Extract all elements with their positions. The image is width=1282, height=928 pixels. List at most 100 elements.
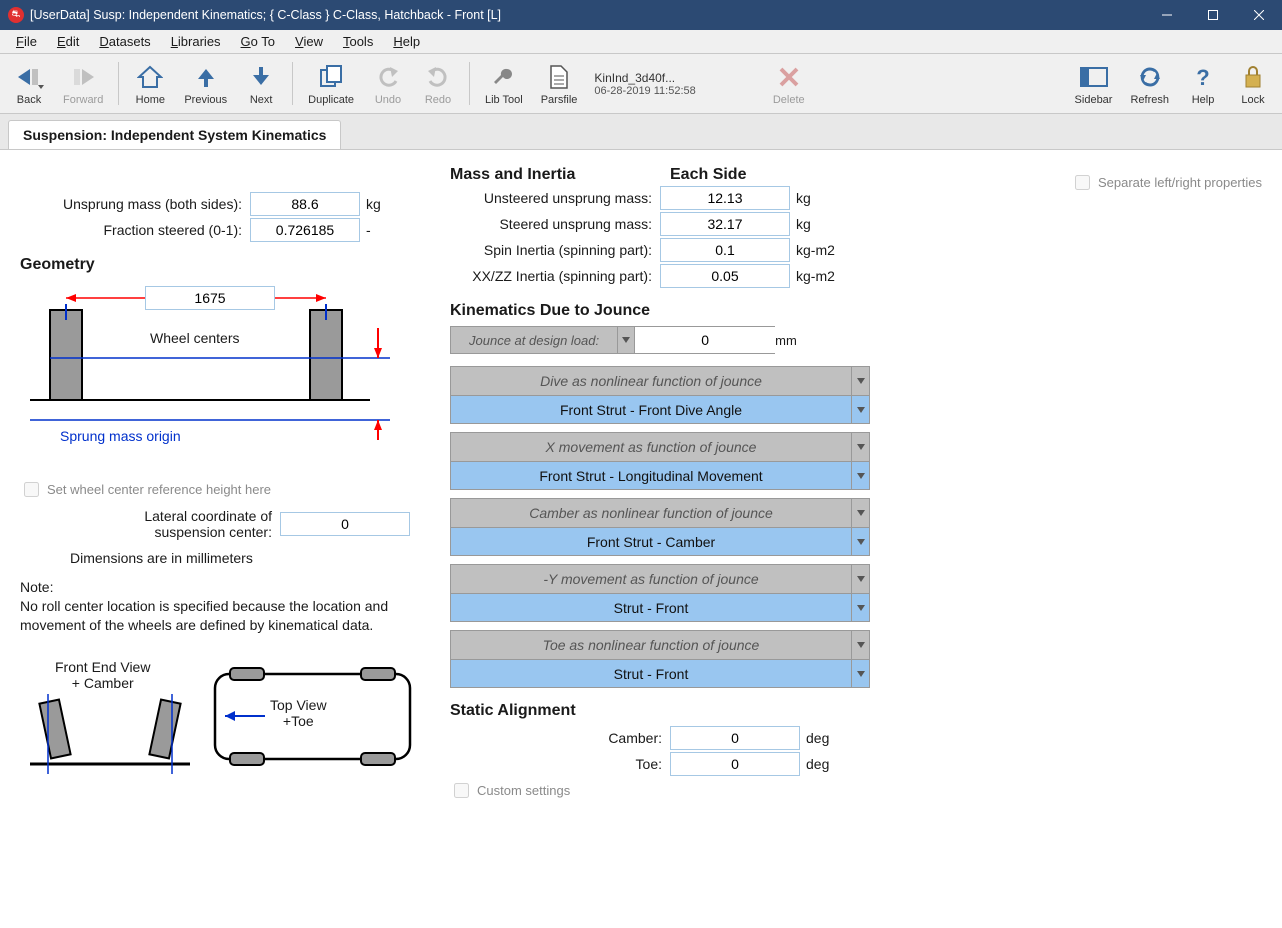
kinematics-selection-4[interactable]: Strut - Front (451, 659, 869, 687)
redo-button[interactable]: Redo (415, 58, 461, 109)
chevron-down-icon[interactable] (851, 565, 869, 593)
menu-goto[interactable]: Go To (231, 32, 285, 51)
previous-button[interactable]: Previous (177, 58, 234, 109)
kinematics-block-3: -Y movement as function of jounceStrut -… (450, 564, 870, 622)
middle-column: Mass and Inertia Each Side Unsteered uns… (450, 166, 870, 807)
menu-edit[interactable]: Edit (47, 32, 89, 51)
next-button[interactable]: Next (238, 58, 284, 109)
separate-lr-checkbox[interactable]: Separate left/right properties (900, 172, 1262, 193)
mass-inertia-heading: Mass and Inertia (450, 166, 670, 184)
kin-header-label: -Y movement as function of jounce (451, 565, 851, 593)
minimize-button[interactable] (1144, 0, 1190, 30)
custom-settings-checkbox[interactable]: Custom settings (450, 780, 870, 801)
xxzz-input[interactable] (660, 264, 790, 288)
kin-header-label: Toe as nonlinear function of jounce (451, 631, 851, 659)
separate-lr-box[interactable] (1075, 175, 1090, 190)
lock-button[interactable]: Lock (1230, 58, 1276, 109)
lock-icon (1237, 61, 1269, 93)
kinematics-heading: Kinematics Due to Jounce (450, 302, 870, 320)
unsteered-input[interactable] (660, 186, 790, 210)
maximize-button[interactable] (1190, 0, 1236, 30)
kinematics-selection-3[interactable]: Strut - Front (451, 593, 869, 621)
custom-settings-box[interactable] (454, 783, 469, 798)
chevron-down-icon[interactable] (851, 594, 869, 621)
unsprung-mass-unit: kg (360, 196, 381, 212)
kinematics-header-4[interactable]: Toe as nonlinear function of jounce (451, 631, 869, 659)
toe-input[interactable] (670, 752, 800, 776)
chevron-down-icon[interactable] (851, 396, 869, 423)
camber-label: Camber: (450, 730, 670, 746)
tab-suspension[interactable]: Suspension: Independent System Kinematic… (8, 120, 341, 149)
kinematics-header-1[interactable]: X movement as function of jounce (451, 433, 869, 461)
jounce-label[interactable]: Jounce at design load: (450, 326, 617, 354)
jounce-unit: mm (775, 333, 797, 348)
unsprung-mass-input[interactable] (250, 192, 360, 216)
back-button[interactable]: Back (6, 58, 52, 109)
delete-button[interactable]: Delete (766, 58, 812, 109)
kinematics-header-0[interactable]: Dive as nonlinear function of jounce (451, 367, 869, 395)
kinematics-header-2[interactable]: Camber as nonlinear function of jounce (451, 499, 869, 527)
camber-unit: deg (800, 730, 829, 746)
right-column: Separate left/right properties (900, 166, 1262, 807)
set-wheel-center-label: Set wheel center reference height here (47, 482, 271, 497)
chevron-down-icon[interactable] (851, 433, 869, 461)
sidebar-button[interactable]: Sidebar (1068, 58, 1120, 109)
home-button[interactable]: Home (127, 58, 173, 109)
chevron-down-icon[interactable] (851, 499, 869, 527)
libtool-button[interactable]: Lib Tool (478, 58, 530, 109)
undo-button[interactable]: Undo (365, 58, 411, 109)
menu-help[interactable]: Help (383, 32, 430, 51)
spin-input[interactable] (660, 238, 790, 262)
kinematics-selection-1[interactable]: Front Strut - Longitudinal Movement (451, 461, 869, 489)
camber-input[interactable] (670, 726, 800, 750)
app-icon: ⛐ (8, 7, 24, 23)
chevron-down-icon[interactable] (851, 660, 869, 687)
menu-file[interactable]: File (6, 32, 47, 51)
close-button[interactable] (1236, 0, 1282, 30)
kinematics-selection-2[interactable]: Front Strut - Camber (451, 527, 869, 555)
refresh-button[interactable]: Refresh (1123, 58, 1176, 109)
track-width-input[interactable] (145, 286, 275, 310)
kin-header-label: X movement as function of jounce (451, 433, 851, 461)
unsteered-unit: kg (790, 190, 811, 206)
menu-datasets[interactable]: Datasets (89, 32, 160, 51)
chevron-down-icon[interactable] (851, 367, 869, 395)
steered-input[interactable] (660, 212, 790, 236)
top-view-label2: +Toe (270, 713, 327, 729)
set-wheel-center-box[interactable] (24, 482, 39, 497)
fraction-steered-input[interactable] (250, 218, 360, 242)
jounce-dropdown[interactable] (617, 326, 635, 354)
steered-label: Steered unsprung mass: (450, 216, 660, 232)
forward-button[interactable]: Forward (56, 58, 110, 109)
help-button[interactable]: ? Help (1180, 58, 1226, 109)
kinematics-header-3[interactable]: -Y movement as function of jounce (451, 565, 869, 593)
chevron-down-icon[interactable] (851, 631, 869, 659)
window-title: [UserData] Susp: Independent Kinematics;… (30, 8, 1144, 22)
geometry-heading: Geometry (20, 256, 420, 274)
help-icon: ? (1187, 61, 1219, 93)
chevron-down-icon[interactable] (851, 528, 869, 555)
file-info: KinInd_3d40f... 06-28-2019 11:52:58 (586, 56, 703, 111)
menu-tools[interactable]: Tools (333, 32, 383, 51)
svg-text:?: ? (1196, 65, 1209, 89)
toe-label: Toe: (450, 756, 670, 772)
xxzz-label: XX/ZZ Inertia (spinning part): (450, 268, 660, 284)
duplicate-icon (315, 61, 347, 93)
spin-unit: kg-m2 (790, 242, 835, 258)
tab-strip: Suspension: Independent System Kinematic… (0, 114, 1282, 150)
duplicate-button[interactable]: Duplicate (301, 58, 361, 109)
wrench-icon (488, 61, 520, 93)
set-wheel-center-checkbox[interactable]: Set wheel center reference height here (20, 479, 420, 500)
menu-libraries[interactable]: Libraries (161, 32, 231, 51)
redo-icon (422, 61, 454, 93)
front-end-view-label2: + Camber (55, 675, 150, 691)
window-titlebar: ⛐ [UserData] Susp: Independent Kinematic… (0, 0, 1282, 30)
kinematics-selection-0[interactable]: Front Strut - Front Dive Angle (451, 395, 869, 423)
lat-coord-label2: suspension center: (20, 524, 272, 540)
parsfile-button[interactable]: Parsfile (534, 58, 585, 109)
jounce-input[interactable] (635, 326, 775, 354)
file-icon (543, 61, 575, 93)
menu-view[interactable]: View (285, 32, 333, 51)
lat-coord-input[interactable] (280, 512, 410, 536)
chevron-down-icon[interactable] (851, 462, 869, 489)
